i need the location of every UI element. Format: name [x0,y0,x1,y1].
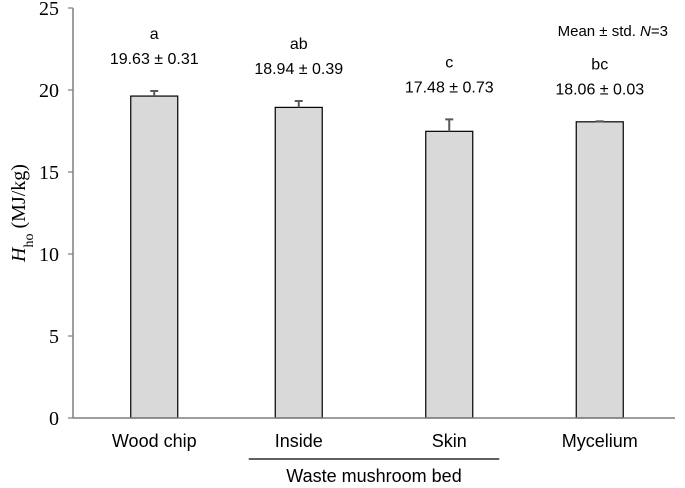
bar [575,121,624,419]
bar [274,106,323,419]
error-bars [150,89,604,132]
data-label: 18.94 ± 0.39 [254,61,343,78]
significance-letter: c [445,54,453,71]
significance-letter: a [150,26,159,43]
bar [130,95,179,419]
bars [130,95,624,419]
annotations: a 19.63 ± 0.31 ab 18.94 ± 0.39 c 17.48 ± 0.73… [110,26,644,98]
y-tick-label: 10 [39,244,59,266]
y-tick-label: 5 [49,326,59,348]
y-tick-label: 0 [49,408,59,430]
y-axis-title: Hho (MJ/kg) [8,164,37,263]
y-axis-label: Hho (MJ/kg) [8,164,37,263]
legend-note: Mean ± std. N=3 [558,23,668,40]
x-tick-label: Mycelium [562,431,638,451]
bar [425,130,474,419]
data-label: 17.48 ± 0.73 [405,79,494,96]
axes [72,8,675,419]
x-axis-labels: Wood chip Inside Skin Mycelium Waste mushroo… [112,431,638,486]
group-label: Waste mushroom bed [286,466,461,486]
y-tick-label: 25 [39,0,59,20]
x-tick-label: Wood chip [112,431,197,451]
significance-letter: ab [290,36,308,53]
data-label: 19.63 ± 0.31 [110,51,199,68]
x-tick-label: Skin [432,431,467,451]
y-tick-label: 15 [39,162,59,184]
y-axis-ticks: 0 5 10 15 20 25 [39,0,73,430]
significance-letter: bc [591,56,608,73]
y-tick-label: 20 [39,80,59,102]
data-label: 18.06 ± 0.03 [555,81,644,98]
x-tick-label: Inside [275,431,323,451]
